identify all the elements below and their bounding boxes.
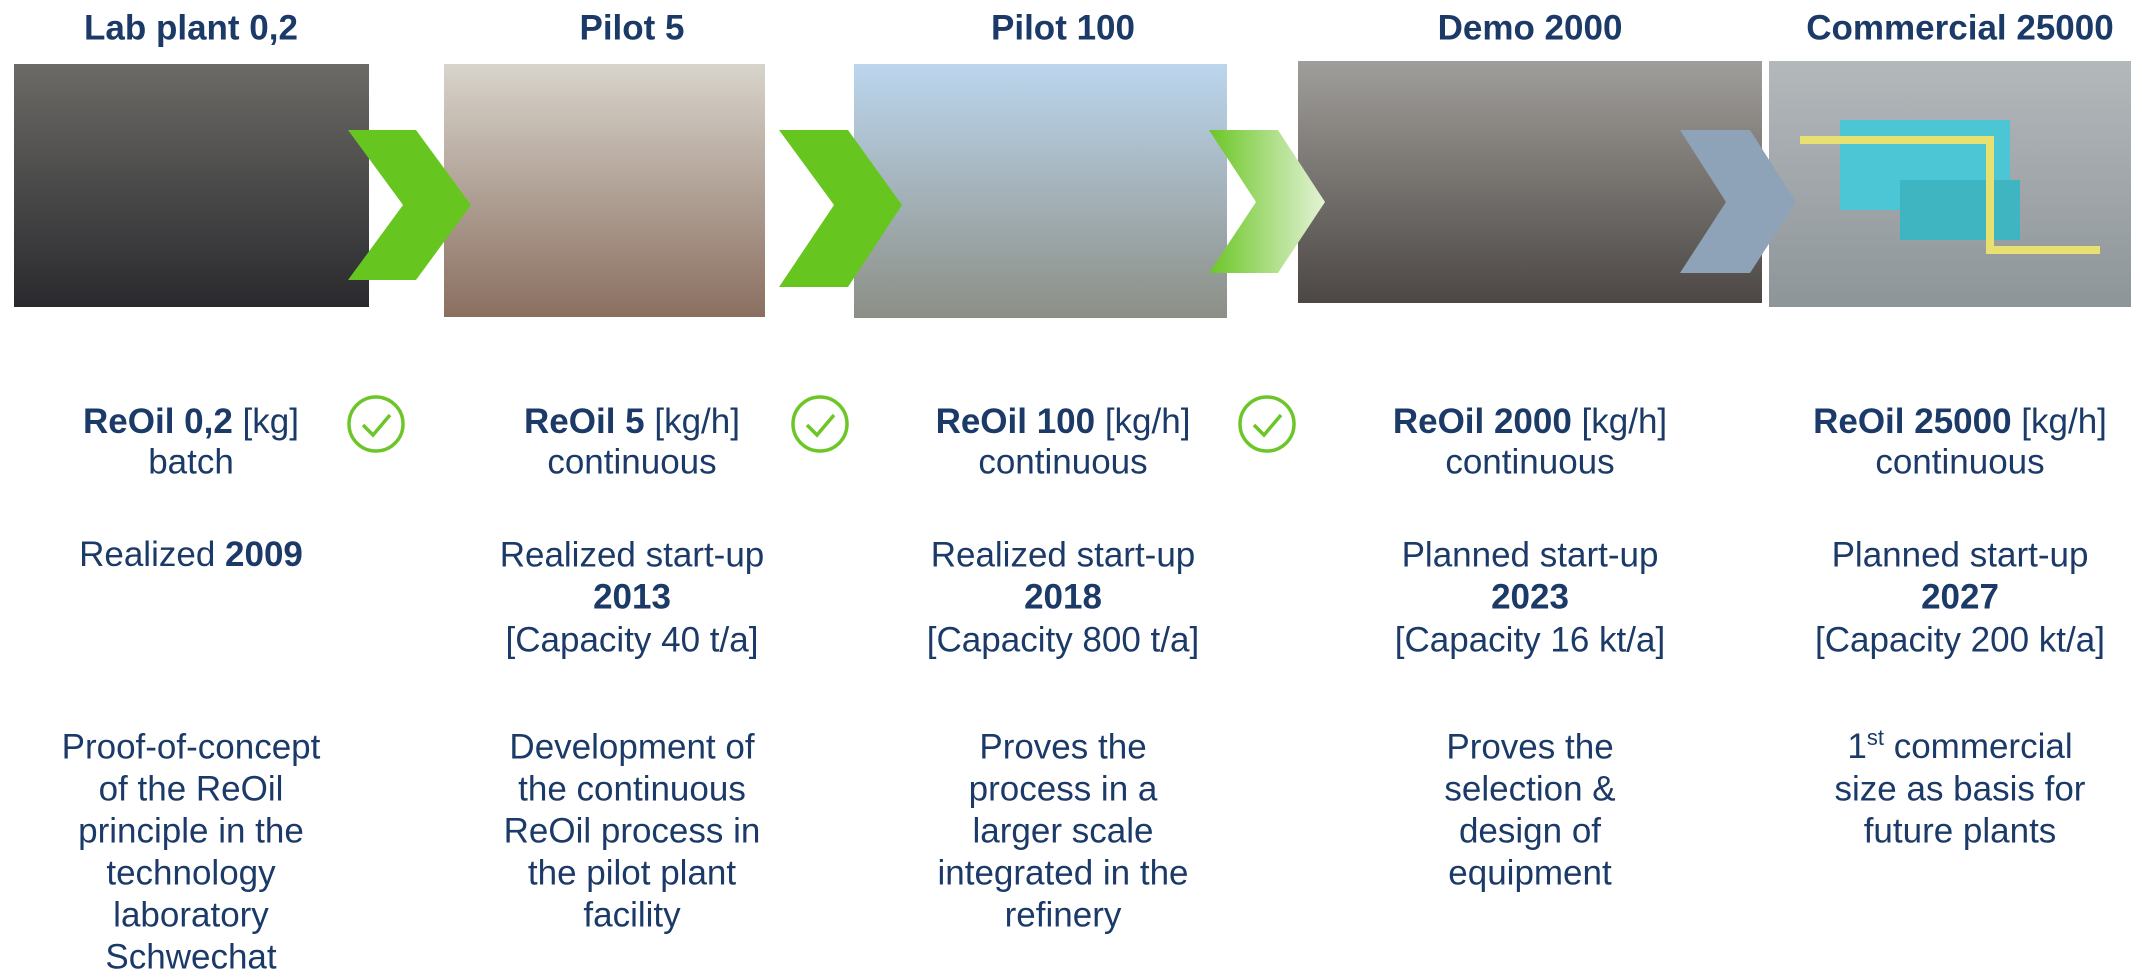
unit: [kg/h] xyxy=(1095,402,1190,441)
description-line: design of xyxy=(1459,811,1601,850)
year: 2027 xyxy=(1921,577,1999,616)
reactor-size: ReOil 0,2 [kg] xyxy=(83,402,299,441)
operation-mode: batch xyxy=(148,442,234,481)
stage-title: Lab plant 0,2 xyxy=(84,8,298,47)
unit-name: ReOil 5 xyxy=(524,402,645,441)
description-line: Proves the xyxy=(1446,727,1613,766)
status: Realized start-up xyxy=(500,535,765,574)
status: Realized start-up xyxy=(931,535,1196,574)
description-line: Schwechat xyxy=(105,937,276,976)
status: Planned start-up xyxy=(1402,535,1659,574)
description-line: laboratory xyxy=(113,895,269,934)
description-line: equipment xyxy=(1448,853,1612,892)
roadmap: Lab plant 0,2 ReOil 0,2 [kg]batch Realized… xyxy=(0,0,2142,978)
operation-mode: continuous xyxy=(978,442,1147,481)
description-text: commercial xyxy=(1884,727,2073,766)
stage-title: Commercial 25000 xyxy=(1806,8,2113,47)
status: Planned start-up xyxy=(1832,535,2089,574)
stage-title: Demo 2000 xyxy=(1438,8,1623,47)
photo xyxy=(854,64,1227,318)
year: 2023 xyxy=(1491,577,1569,616)
description-line: larger scale xyxy=(973,811,1154,850)
capacity: [Capacity 800 t/a] xyxy=(927,620,1199,659)
description-line: Development of xyxy=(509,727,754,766)
description-line: refinery xyxy=(1005,895,1122,934)
reactor-size: ReOil 25000 [kg/h] xyxy=(1813,402,2107,441)
year: 2009 xyxy=(225,535,303,574)
unit-name: ReOil 2000 xyxy=(1393,402,1572,441)
unit: [kg/h] xyxy=(2012,402,2107,441)
description-line: future plants xyxy=(1864,811,2057,850)
unit: [kg] xyxy=(233,402,299,441)
status-label: Realized xyxy=(79,535,225,574)
year: 2018 xyxy=(1024,577,1102,616)
description-line: technology xyxy=(106,853,276,892)
capacity: [Capacity 16 kt/a] xyxy=(1395,620,1665,659)
operation-mode: continuous xyxy=(1875,442,2044,481)
description-line: 1st commercial xyxy=(1847,725,2072,766)
unit-name: ReOil 0,2 xyxy=(83,402,233,441)
description-line: selection & xyxy=(1444,769,1615,808)
description-line: Proof-of-concept xyxy=(62,727,321,766)
stage-title: Pilot 100 xyxy=(991,8,1135,47)
description-line: the continuous xyxy=(518,769,746,808)
year: 2013 xyxy=(593,577,671,616)
page: Lab plant 0,2 ReOil 0,2 [kg]batch Realized… xyxy=(0,0,2142,978)
operation-mode: continuous xyxy=(547,442,716,481)
photo xyxy=(14,64,369,307)
stage-title: Pilot 5 xyxy=(579,8,684,47)
reactor-size: ReOil 5 [kg/h] xyxy=(524,402,740,441)
description-line: of the ReOil xyxy=(99,769,284,808)
photo xyxy=(444,64,765,317)
capacity: [Capacity 200 kt/a] xyxy=(1815,620,2105,659)
description-line: process in a xyxy=(969,769,1158,808)
description-line: Proves the xyxy=(979,727,1146,766)
status: Realized 2009 xyxy=(79,535,303,574)
unit: [kg/h] xyxy=(1572,402,1667,441)
reactor-size: ReOil 2000 [kg/h] xyxy=(1393,402,1667,441)
description-line: integrated in the xyxy=(937,853,1188,892)
description-line: the pilot plant xyxy=(528,853,736,892)
operation-mode: continuous xyxy=(1445,442,1614,481)
ordinal-number: 1 xyxy=(1847,727,1866,766)
unit-name: ReOil 25000 xyxy=(1813,402,2011,441)
description-line: ReOil process in xyxy=(504,811,761,850)
reactor-size: ReOil 100 [kg/h] xyxy=(936,402,1191,441)
description-line: size as basis for xyxy=(1835,769,2086,808)
ordinal-suffix: st xyxy=(1867,725,1884,750)
capacity: [Capacity 40 t/a] xyxy=(506,620,759,659)
unit-name: ReOil 100 xyxy=(936,402,1096,441)
unit: [kg/h] xyxy=(645,402,740,441)
description-line: facility xyxy=(583,895,681,934)
description-line: principle in the xyxy=(78,811,304,850)
